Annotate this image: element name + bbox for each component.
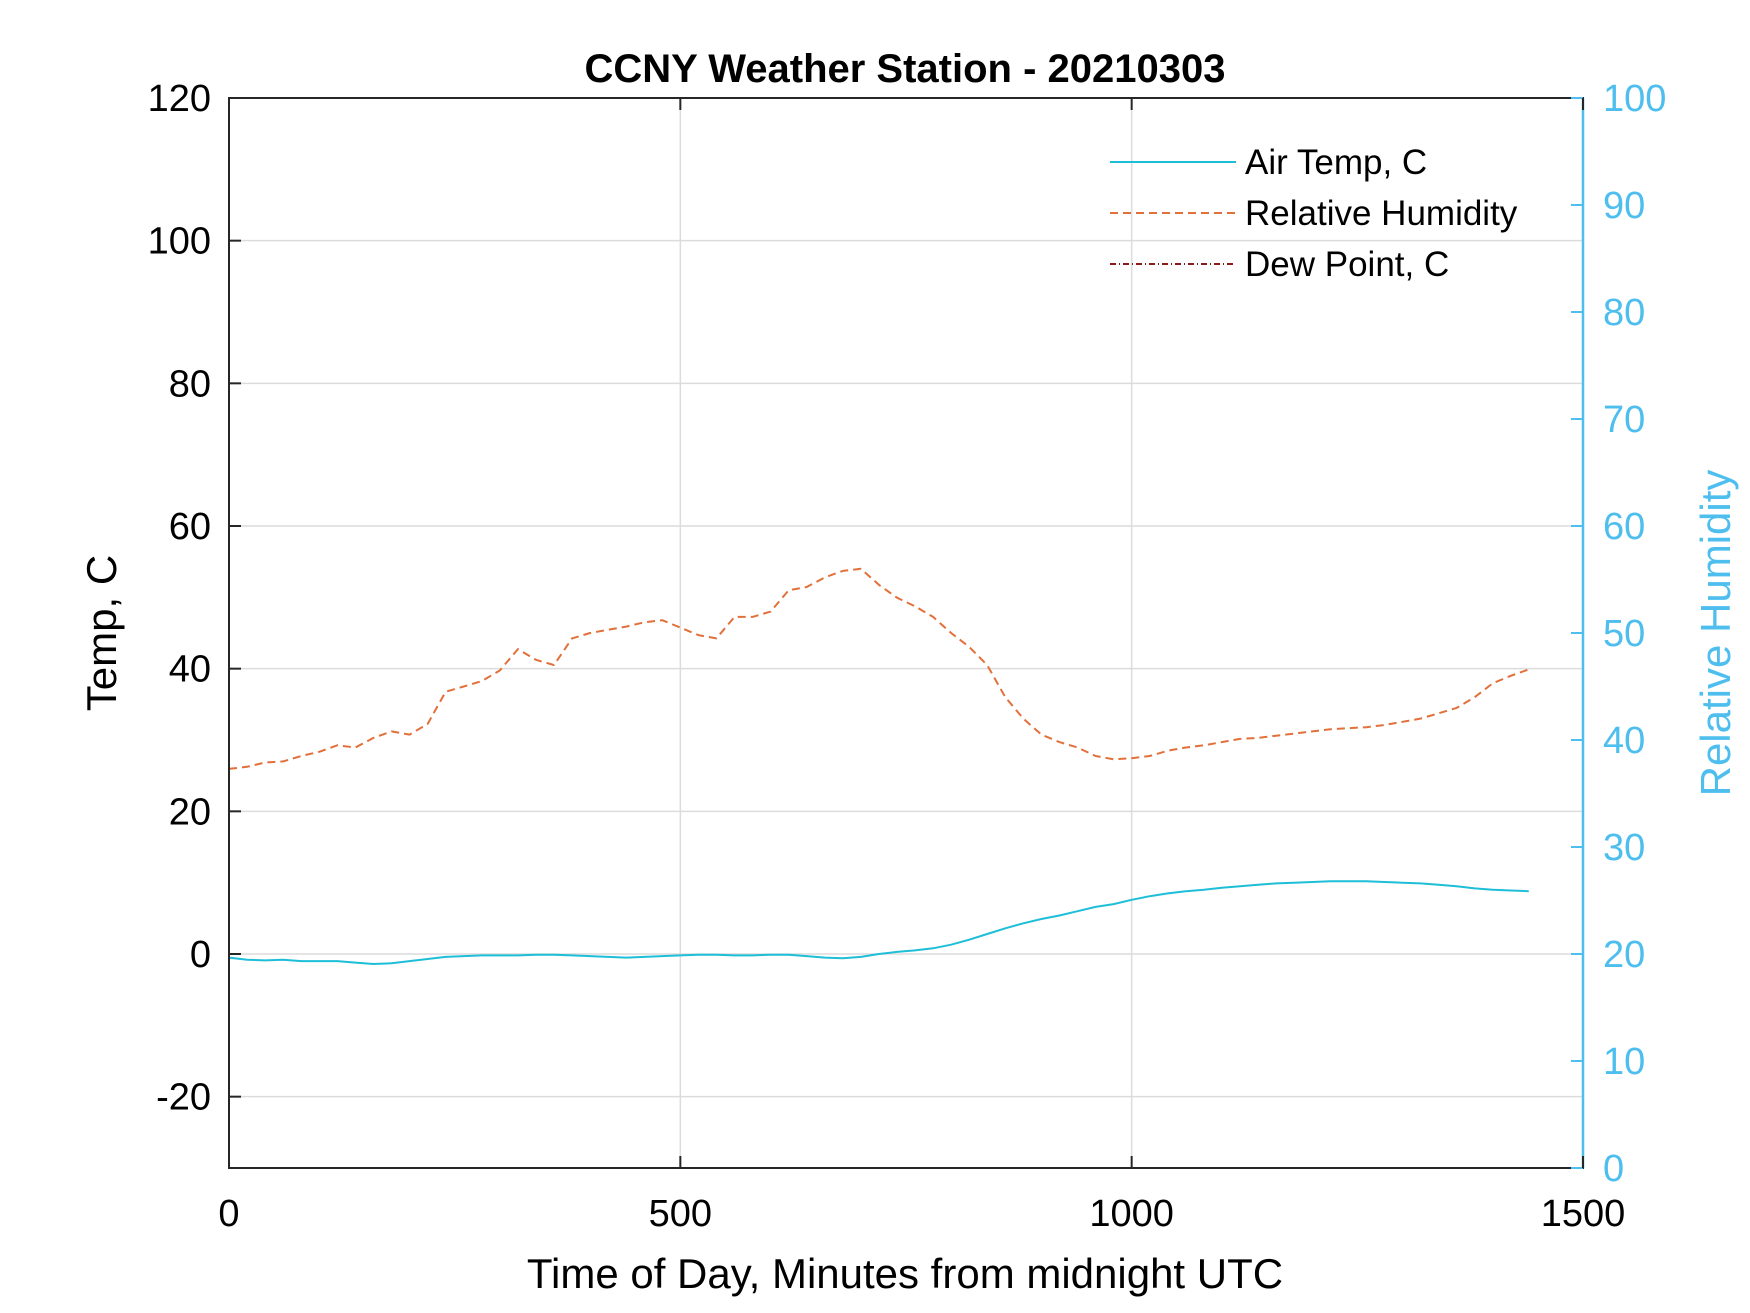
series-line-0 <box>228 880 1529 965</box>
y-tick-label-right: 80 <box>1603 292 1645 334</box>
y-tick-label-right: 100 <box>1603 78 1666 120</box>
y-tick-label-right: 50 <box>1603 613 1645 655</box>
legend-label-2: Dew Point, C <box>1245 245 1449 284</box>
x-axis: 0 500 1000 1500 <box>218 98 1625 1235</box>
legend-label-0: Air Temp, C <box>1245 143 1427 182</box>
x-tick-label: 500 <box>649 1193 712 1235</box>
chart-title: CCNY Weather Station - 20210303 <box>585 47 1226 91</box>
legend: Air Temp, C Relative Humidity Dew Point, C <box>1110 143 1518 284</box>
x-axis-label: Time of Day, Minutes from midnight UTC <box>527 1250 1283 1297</box>
legend-label-1: Relative Humidity <box>1245 194 1518 233</box>
right-axis: 0 10 20 30 40 50 60 70 80 90 100 <box>1571 78 1666 1190</box>
y-tick-label-right: 90 <box>1603 185 1645 227</box>
y-axis-label-left: Temp, C <box>78 555 125 711</box>
y-tick-label-right: 70 <box>1603 399 1645 441</box>
left-axis: -20 0 20 40 60 80 100 120 <box>148 78 241 1119</box>
x-tick-label: 1500 <box>1541 1193 1626 1235</box>
y-tick-label-left: 40 <box>169 649 211 691</box>
y-tick-label-left: -20 <box>156 1077 211 1119</box>
y-axis-label-right: Relative Humidity <box>1692 470 1739 797</box>
y-tick-label-left: 100 <box>148 221 211 263</box>
series-layer <box>228 567 1530 965</box>
y-tick-label-right: 30 <box>1603 827 1645 869</box>
y-tick-label-right: 10 <box>1603 1041 1645 1083</box>
y-tick-label-right: 40 <box>1603 720 1645 762</box>
x-tick-label: 1000 <box>1089 1193 1174 1235</box>
y-tick-label-left: 120 <box>148 78 211 120</box>
y-tick-label-right: 0 <box>1603 1148 1624 1190</box>
x-tick-label: 0 <box>218 1193 239 1235</box>
y-tick-label-left: 0 <box>190 934 211 976</box>
y-tick-label-left: 20 <box>169 791 211 833</box>
y-tick-label-left: 80 <box>169 363 211 405</box>
y-tick-label-right: 60 <box>1603 506 1645 548</box>
grid <box>229 98 1583 1168</box>
series-line-1 <box>228 567 1530 770</box>
y-tick-label-left: 60 <box>169 506 211 548</box>
y-tick-label-right: 20 <box>1603 934 1645 976</box>
